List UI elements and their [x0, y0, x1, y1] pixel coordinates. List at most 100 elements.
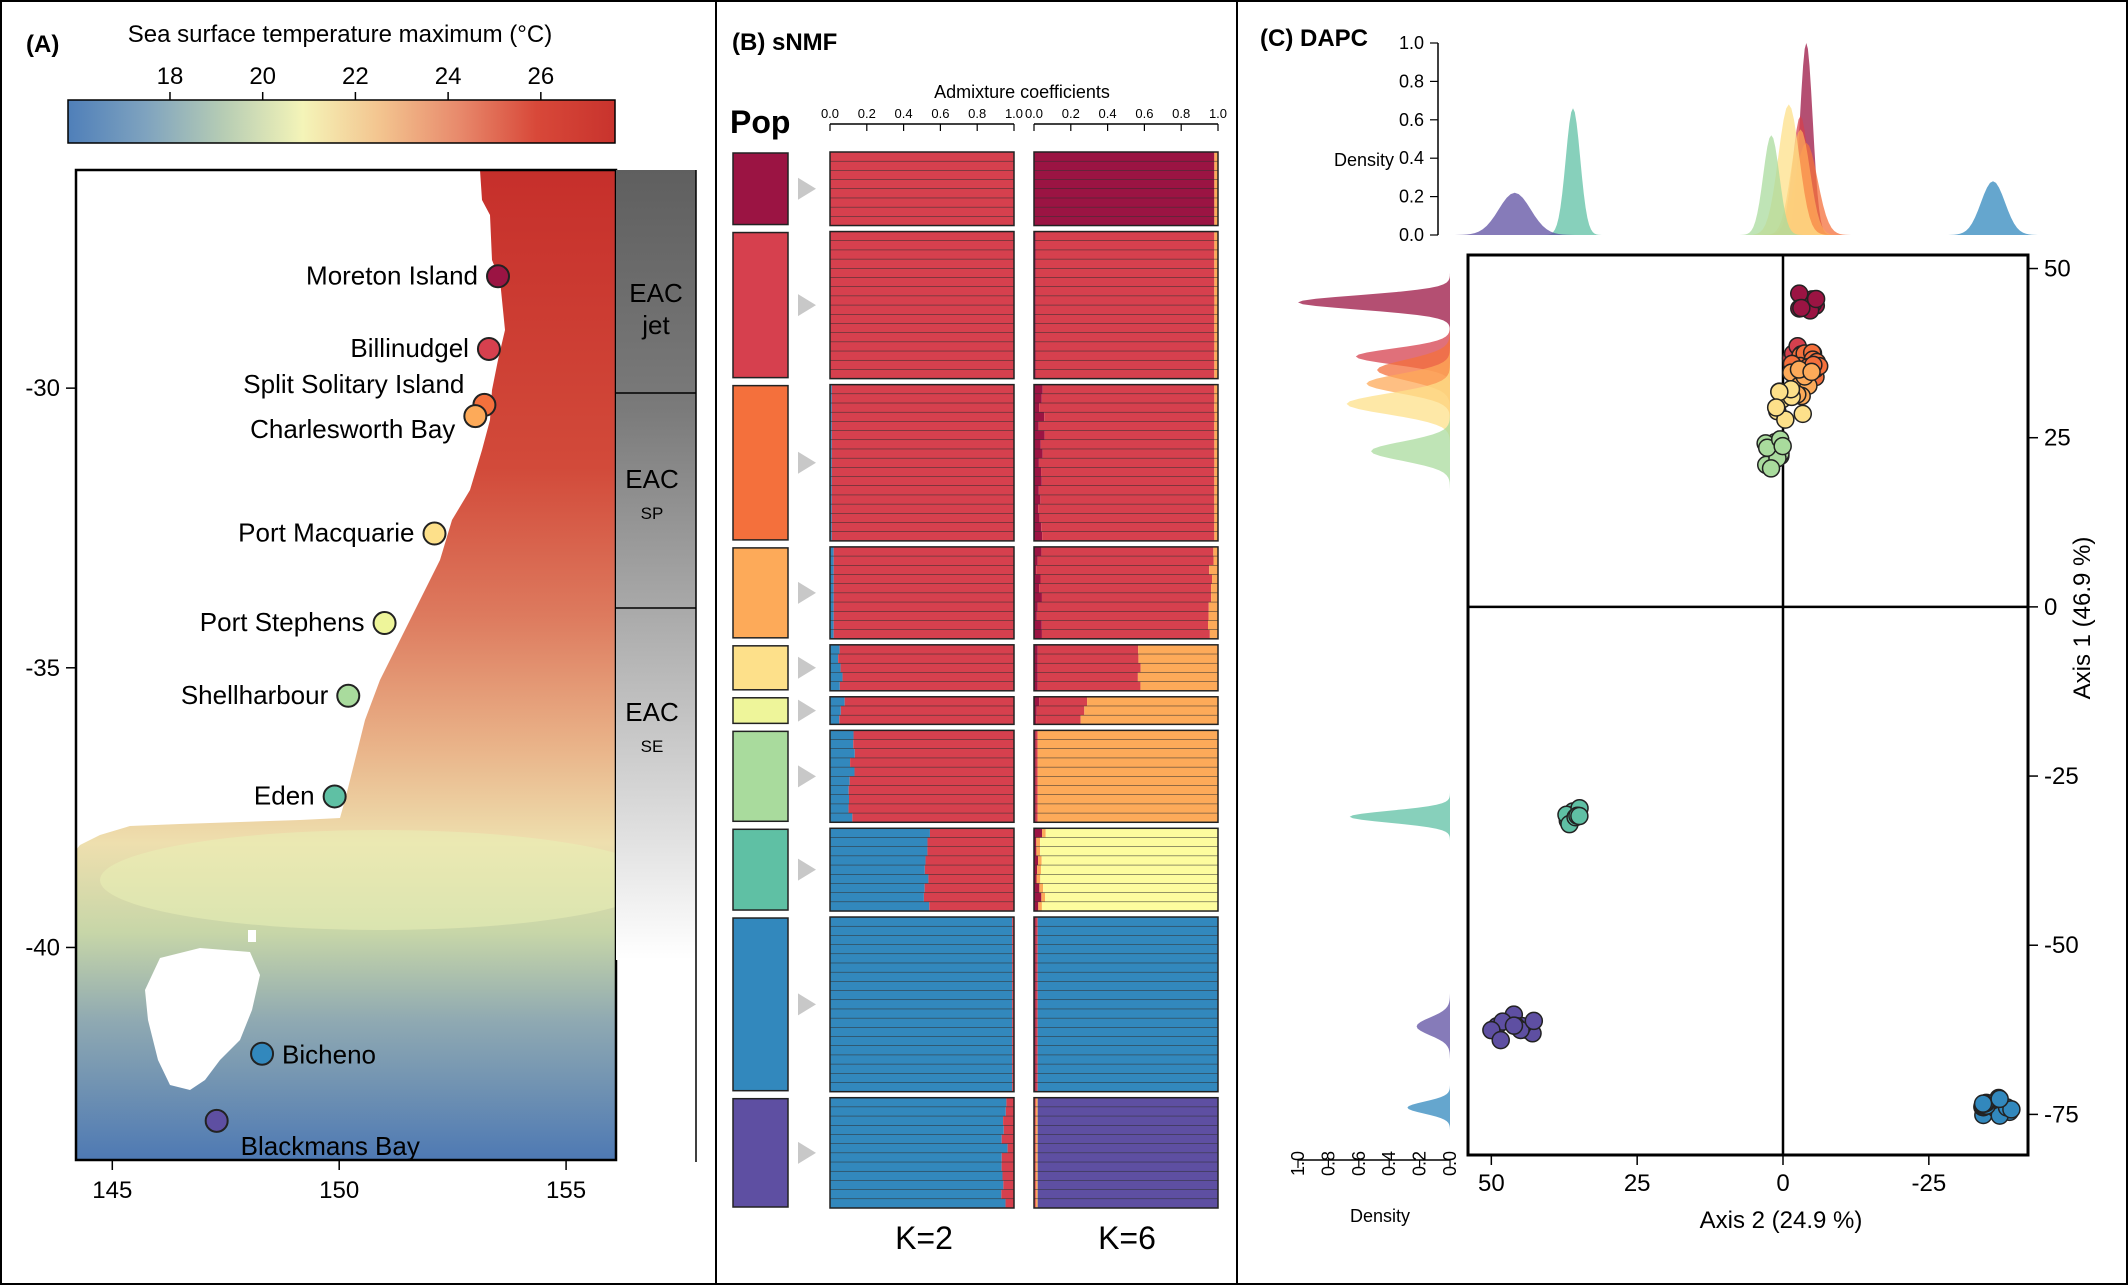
k6-bar [1038, 485, 1215, 495]
k6-bar [1034, 901, 1039, 912]
k6-bar [1035, 1134, 1038, 1144]
k2-red-bar [1001, 1162, 1014, 1172]
k2-red-bar [831, 393, 1014, 404]
panel-b-snmf: (B) sNMF Pop Admixture coefficients 0.0 0… [730, 29, 1227, 1256]
k2-red-bar [849, 794, 1014, 804]
k6-bar [1034, 962, 1036, 973]
k6-bar [1034, 620, 1042, 630]
k6-bar [1034, 384, 1043, 394]
k6-bar [1037, 556, 1214, 566]
k6-bar [1208, 602, 1218, 612]
k2-red-bar [1012, 1008, 1014, 1019]
k6-bar [1034, 403, 1040, 413]
k6-bar [1214, 277, 1218, 287]
k2-red-bar [854, 748, 1014, 758]
admixture-tick-label: 0.6 [1135, 106, 1153, 121]
k6-bar [1034, 1171, 1036, 1181]
k6-bar [1037, 1054, 1218, 1065]
admixture-tick-label: 0.4 [1099, 106, 1117, 121]
dapc-point [1792, 298, 1811, 318]
k2-blue-bar [830, 1198, 1006, 1208]
pop-swatch [732, 828, 789, 911]
eac-zone-se: EAC SE [625, 697, 678, 756]
k2-red-bar [830, 179, 1014, 189]
k2-red-bar [925, 855, 1014, 866]
k2-blue-bar [830, 926, 1013, 936]
k6-bar [1037, 730, 1218, 740]
k6-bar [1037, 1008, 1218, 1019]
k2-blue-bar [830, 1116, 1004, 1126]
k2-red-bar [830, 259, 1014, 269]
map-area [76, 170, 616, 1160]
eac-jet-sub: jet [641, 310, 670, 340]
k6-bar [1040, 837, 1218, 847]
x-axis-title: Axis 2 (24.9 %) [1700, 1207, 1863, 1234]
k6-bar [1035, 341, 1215, 352]
k6-bar [1034, 1152, 1036, 1163]
k6-bar [1034, 207, 1215, 217]
k2-blue-bar [830, 504, 832, 514]
k6-bar [1034, 314, 1036, 324]
site-label: Bicheno [282, 1040, 376, 1070]
k6-bar [1034, 1054, 1036, 1065]
k6-bar [1034, 277, 1036, 287]
admixture-tick-label: 0.8 [1172, 106, 1190, 121]
k2-blue-bar [830, 1134, 1002, 1144]
k6-bar [1037, 1097, 1218, 1107]
k2-red-bar [830, 231, 1014, 241]
pop-swatch [732, 384, 789, 541]
k6-bar [1034, 1064, 1036, 1074]
k2-blue-bar [830, 556, 834, 566]
k6-bar [1037, 1082, 1218, 1092]
k2-blue-bar [830, 1189, 1002, 1199]
eac-zone-sp: EAC SP [625, 464, 678, 523]
k2-blue-bar [830, 972, 1013, 982]
site-markers: Moreton Island Billinudgel Split Solitary … [181, 260, 511, 1161]
k6-bar [1035, 332, 1215, 342]
k2-red-bar [830, 188, 1014, 198]
k6-bar [1214, 305, 1218, 315]
k6-bar [1034, 430, 1045, 440]
k2-red-bar [830, 332, 1014, 342]
k6-bar [1034, 188, 1215, 198]
k6-bar [1034, 393, 1042, 404]
k2-blue-bar [830, 1073, 1013, 1083]
k6-bar [1035, 240, 1215, 250]
k6-bar [1209, 629, 1218, 639]
k6-bar [1044, 892, 1218, 902]
k6-bar [1041, 592, 1212, 603]
dapc-point [1766, 398, 1786, 417]
k6-bar [1034, 1198, 1036, 1208]
k6-bar [1037, 1162, 1218, 1172]
top-density-curve [1780, 43, 1832, 235]
k6-bar [1035, 794, 1038, 804]
k6-bar [1034, 1045, 1036, 1055]
k6-bar [1035, 1180, 1038, 1190]
k6-bar [1214, 249, 1218, 260]
k6-bar [1035, 757, 1038, 768]
y-tick-label: -25 [2044, 763, 2079, 790]
k6-bar [1035, 962, 1038, 973]
map-y-tick-label: -40 [25, 934, 60, 961]
k6-bar [1035, 972, 1038, 982]
eac-jet-title: EAC [629, 278, 682, 308]
k6-bar [1035, 953, 1038, 963]
k6-group-frame [1033, 916, 1219, 1093]
k6-bar [1213, 556, 1218, 566]
k2-blue-bar [830, 1143, 1008, 1153]
k2-red-bar [1006, 1097, 1014, 1107]
top-density-tick-label: 0.6 [1399, 110, 1424, 130]
pop-swatch [732, 231, 789, 379]
k6-bar [1034, 161, 1215, 171]
k6-bar [1034, 286, 1036, 296]
k6-bar [1041, 546, 1214, 557]
k6-bar [1035, 1143, 1038, 1153]
k6-bar [1137, 672, 1218, 682]
colorbar-tick-label: 24 [435, 63, 462, 90]
k2-blue-bar [830, 672, 843, 682]
k2-blue-bar [830, 663, 841, 673]
k6-bar [1211, 583, 1218, 593]
k6-bar [1035, 305, 1215, 315]
k2-blue-bar [830, 944, 1013, 954]
